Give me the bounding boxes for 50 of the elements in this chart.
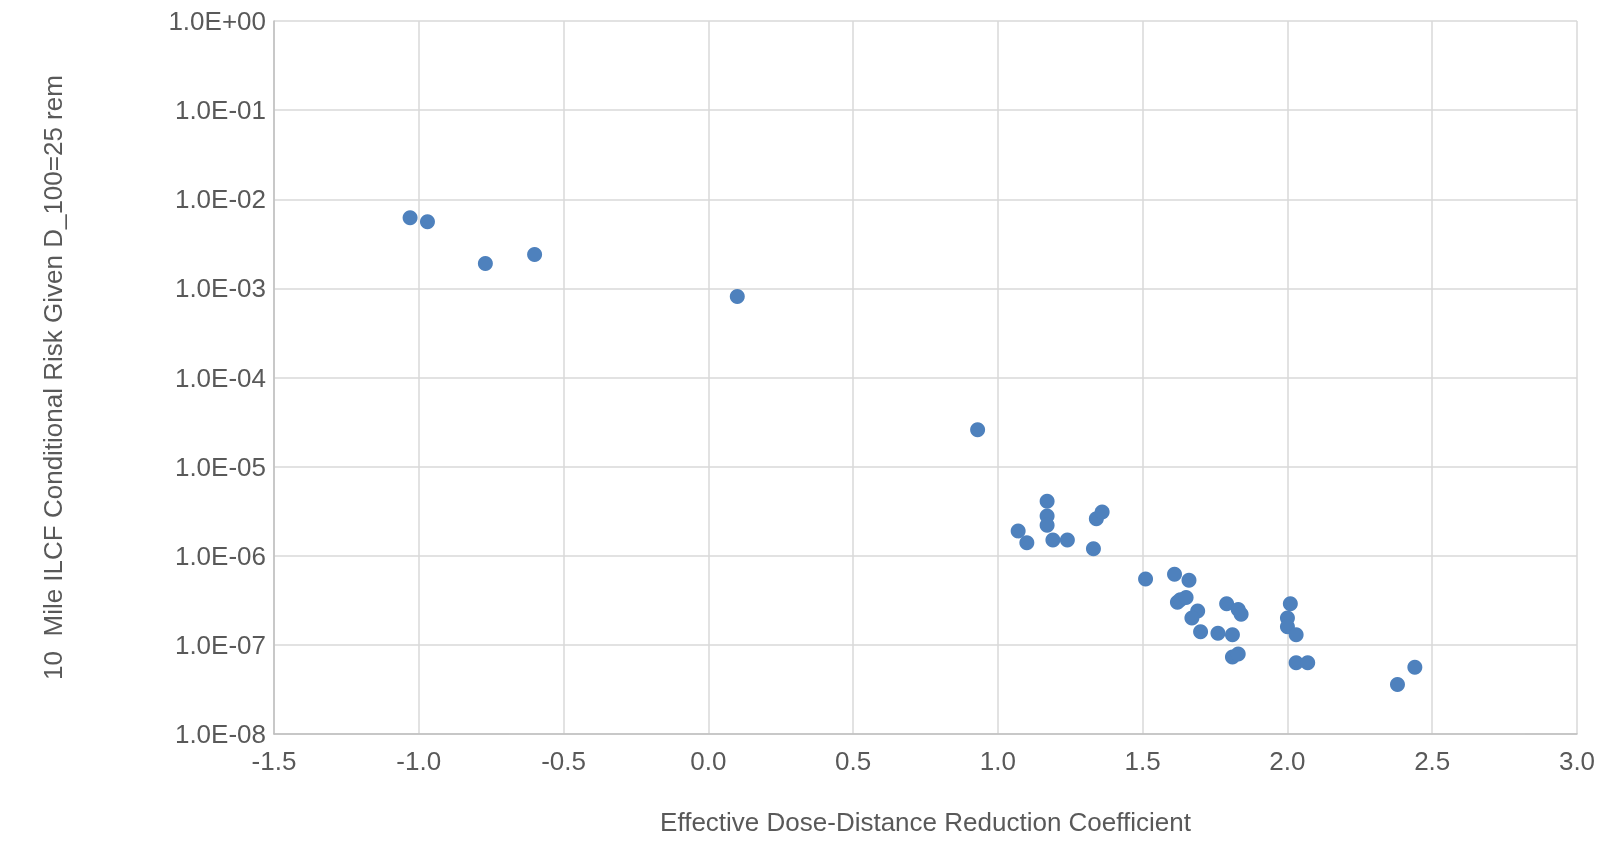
y-tick-label: 1.0E-07 [174,629,266,660]
point [1181,572,1197,588]
y-axis-title: 10 Mile ILCF Conditional Risk Given D_100=25 rem [38,75,68,680]
point [1039,493,1055,509]
point [419,214,435,230]
point [1210,625,1226,641]
x-tick-label: 1.0 [979,746,1016,776]
x-tick-label: -1.0 [396,746,442,776]
point [1045,532,1061,548]
point [1230,646,1246,662]
x-tick-label: 2.5 [1414,746,1451,776]
y-tick-label: 1.0E-03 [174,273,266,304]
x-tick-label: 0.5 [835,746,872,776]
point [1193,624,1209,640]
point [1085,541,1101,557]
point [1389,676,1405,692]
x-tick-label: 0.0 [690,746,727,776]
y-tick-label: 1.0E-02 [174,184,266,215]
y-tick-label: 1.0E+00 [168,6,266,36]
point [527,246,543,262]
y-tick-label: 1.0E-06 [174,540,266,571]
point [1059,532,1075,548]
x-tick-label: -1.5 [251,746,297,776]
point [1224,627,1240,643]
point [1219,596,1235,612]
point [1010,523,1026,539]
x-axis-title: Effective Dose-Distance Reduction Coefficient [660,807,1192,837]
y-tick-label: 1.0E-04 [174,362,266,393]
x-tick-label: 1.5 [1124,746,1161,776]
x-tick-label: 2.0 [1269,746,1306,776]
point [1282,596,1298,612]
y-tick-label: 1.0E-05 [174,451,266,482]
point [402,210,418,226]
point [1300,655,1316,671]
point [1288,627,1304,643]
y-tick-label: 1.0E-08 [174,719,266,749]
point [1138,571,1154,587]
point [1184,610,1200,626]
x-tick-label: 3.0 [1558,746,1596,776]
point [1407,659,1423,675]
point [1167,566,1183,582]
point [1233,606,1249,622]
point [729,289,745,305]
point [1178,590,1194,605]
point [477,256,493,272]
point [1019,535,1035,551]
point [1094,504,1110,520]
x-tick-label: -0.5 [541,746,586,776]
y-tick-label: 1.0E-01 [174,95,266,126]
point [970,422,986,438]
